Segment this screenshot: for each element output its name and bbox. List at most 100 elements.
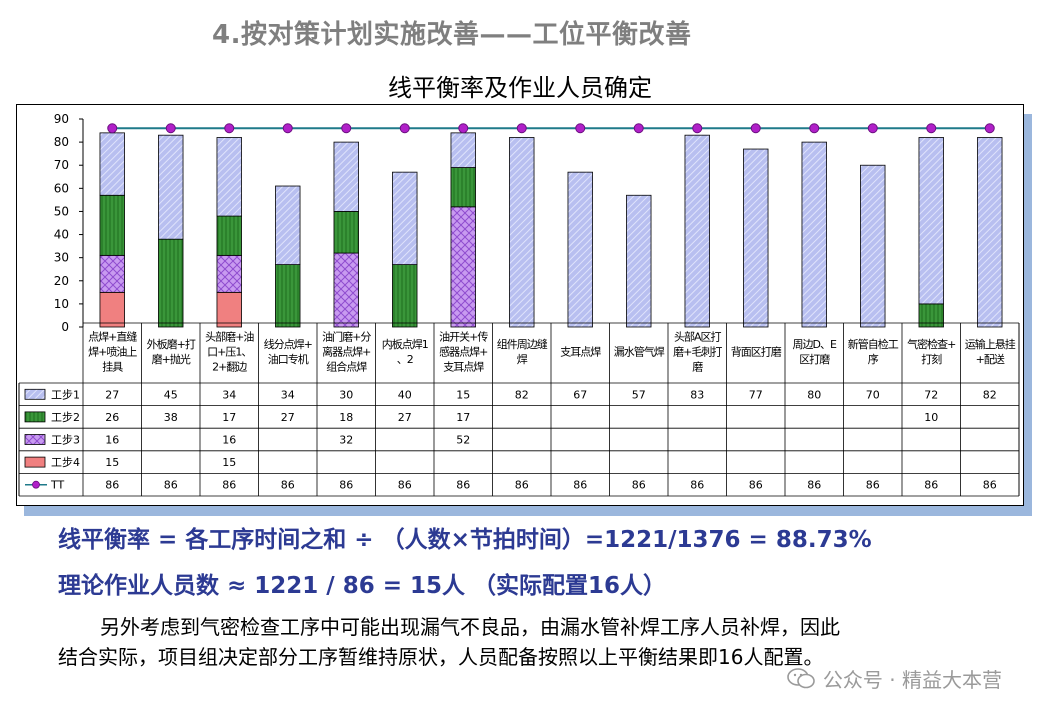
- tt-marker: [926, 123, 937, 134]
- legend-label: 工步2: [51, 411, 80, 424]
- category-label: 油开关+传感器点焊+支耳点焊: [439, 330, 488, 374]
- table-cell-value: 45: [164, 388, 178, 401]
- table-cell-value: 70: [866, 388, 880, 401]
- category-label: 油门磨+分离器点焊+组合点焊: [322, 330, 371, 374]
- table-cell-value: 34: [222, 388, 236, 401]
- table-cell-value: 17: [222, 411, 236, 424]
- legend-swatch-step3: [24, 434, 46, 445]
- table-cell-value: 86: [983, 479, 997, 492]
- bar-segment-step2: [392, 264, 418, 328]
- bar-segment-step1: [333, 141, 359, 212]
- category-label: 内板点焊1 、2: [382, 337, 428, 366]
- chart-title: 线平衡率及作业人员确定: [388, 74, 652, 102]
- tt-marker: [107, 123, 118, 134]
- category-label: 支耳点焊: [560, 345, 601, 359]
- category-label: 运输上悬挂+配送: [965, 337, 1016, 366]
- note-line-2: 结合实际，项目组决定部分工序暂维持原状，人员配备按照以上平衡结果即16人配置。: [58, 645, 824, 669]
- bar-segment-step1: [860, 164, 886, 328]
- legend-swatch-step4: [24, 456, 46, 468]
- bar-segment-step1: [684, 134, 710, 328]
- tt-marker: [575, 123, 586, 134]
- bar-segment-step2: [216, 215, 242, 256]
- bar-segment-step3: [333, 252, 359, 328]
- bar-segment-step2: [158, 238, 184, 328]
- table-cell-value: 86: [456, 479, 470, 492]
- table-cell-value: 86: [866, 479, 880, 492]
- table-cell-value: 86: [573, 479, 587, 492]
- bar-segment-step2: [99, 194, 125, 256]
- table-cell-value: 16: [105, 434, 119, 447]
- bar-segment-step2: [333, 211, 359, 254]
- table-cell-value: 57: [632, 388, 646, 401]
- table-cell-value: 86: [632, 479, 646, 492]
- tt-marker: [867, 123, 878, 134]
- staffing-formula: 理论作业人员数 ≈ 1221 / 86 = 15人 （实际配置16人）: [58, 573, 667, 599]
- page-heading: 4.按对策计划实施改善——工位平衡改善: [212, 20, 692, 50]
- table-cell-value: 86: [164, 479, 178, 492]
- watermark-text: 公众号 · 精益大本营: [822, 668, 1002, 692]
- table-cell-value: 86: [105, 479, 119, 492]
- bar-segment-step3: [216, 254, 242, 293]
- category-label: 新管自检工序: [848, 337, 899, 366]
- bar-segment-step1: [509, 137, 535, 328]
- bar-segment-step1: [216, 137, 242, 217]
- watermark: 公众号 · 精益大本营: [787, 664, 1002, 693]
- table-cell-value: 80: [807, 388, 821, 401]
- note-line-1: 另外考虑到气密检查工序中可能出现漏气不良品，由漏水管补焊工序人员补焊，因此: [100, 615, 840, 639]
- bar-segment-step1: [275, 185, 301, 265]
- wechat-icon: [787, 667, 815, 688]
- table-cell-value: 82: [983, 388, 997, 401]
- table-cell-value: 86: [690, 479, 704, 492]
- legend-marker-tt: [32, 480, 40, 489]
- table-cell-value: 15: [105, 456, 119, 469]
- category-label: 外板磨+打磨+抛光: [147, 337, 196, 366]
- table-cell-value: 86: [281, 479, 295, 492]
- bar-segment-step2: [918, 303, 944, 328]
- tt-marker: [399, 123, 410, 134]
- table-cell-value: 86: [398, 479, 412, 492]
- table-cell-value: 26: [105, 411, 119, 424]
- tt-marker: [458, 123, 469, 134]
- legend-label: TT: [50, 479, 65, 492]
- table-cell-value: 40: [398, 388, 412, 401]
- bar-segment-step1: [743, 148, 769, 328]
- table-cell-value: 15: [456, 388, 470, 401]
- bar-segment-step1: [801, 141, 827, 328]
- table-cell-value: 67: [573, 388, 587, 401]
- legend-label: 工步1: [51, 388, 80, 401]
- table-cell-value: 86: [807, 479, 821, 492]
- tt-marker: [341, 123, 352, 134]
- category-label: 线分点焊+油口专机: [264, 337, 313, 366]
- y-tick-label: 90: [54, 112, 69, 126]
- category-label: 组件周边缝焊: [497, 337, 548, 366]
- table-cell-value: 34: [281, 388, 295, 401]
- y-tick-label: 70: [54, 158, 69, 172]
- line-balance-formula: 线平衡率 = 各工序时间之和 ÷ （人数×节拍时间）=1221/1376 = 8…: [58, 527, 872, 553]
- y-tick-label: 40: [54, 228, 69, 242]
- category-label: 背面区打磨: [731, 345, 782, 359]
- legend-label: 工步3: [51, 434, 80, 447]
- table-cell-value: 17: [456, 411, 470, 424]
- table-cell-value: 27: [398, 411, 412, 424]
- bar-segment-step1: [450, 132, 476, 168]
- table-cell-value: 86: [339, 479, 353, 492]
- table-cell-value: 83: [690, 388, 704, 401]
- table-cell-value: 86: [515, 479, 529, 492]
- category-label: 漏水管气焊: [614, 345, 665, 359]
- tt-marker: [692, 123, 703, 134]
- y-tick-label: 20: [54, 274, 69, 288]
- bar-segment-step1: [918, 137, 944, 305]
- category-label: 气密检查+打刻: [907, 337, 956, 366]
- category-label: 头部A区打磨+毛刺打磨: [673, 330, 722, 374]
- table-cell-value: 27: [105, 388, 119, 401]
- y-tick-label: 0: [61, 320, 69, 334]
- tt-marker: [165, 123, 176, 134]
- bar-segment-step4: [99, 291, 125, 328]
- bar-segment-step1: [158, 134, 184, 240]
- table-cell-value: 10: [924, 411, 938, 424]
- table-cell-value: 30: [339, 388, 353, 401]
- table-cell-value: 32: [339, 434, 353, 447]
- tt-marker: [516, 123, 527, 134]
- legend-label: 工步4: [51, 456, 80, 469]
- table-cell-value: 27: [281, 411, 295, 424]
